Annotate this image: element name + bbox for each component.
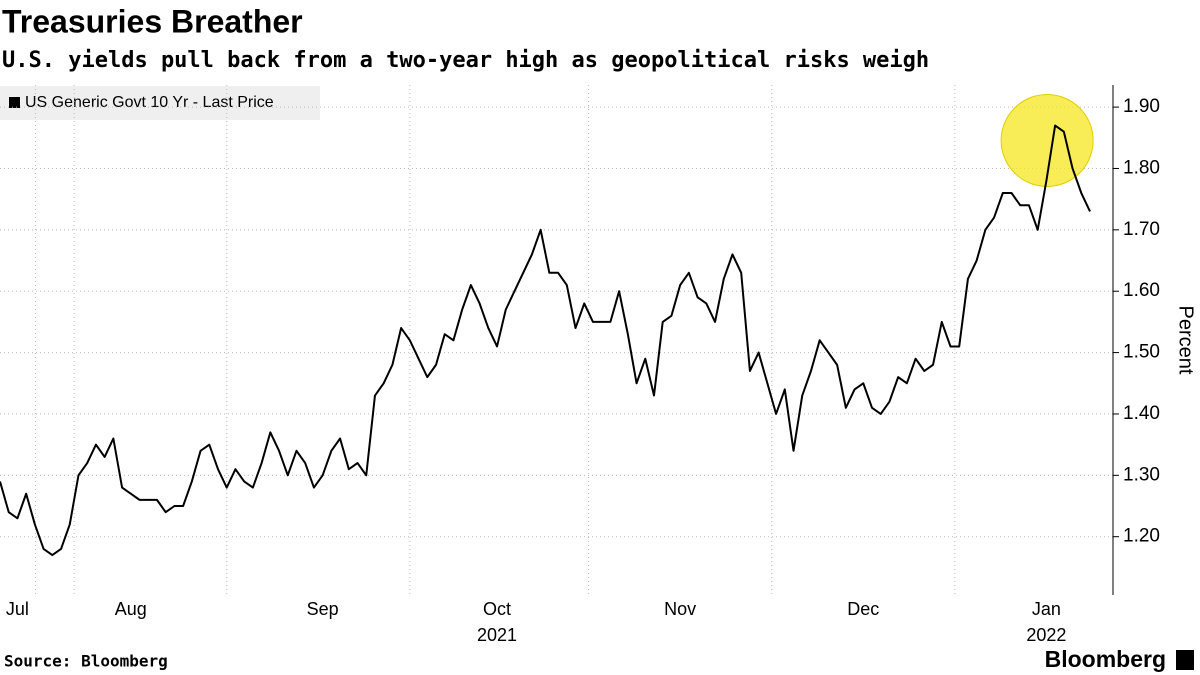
y-axis-label: Percent — [1175, 306, 1197, 375]
brand: Bloomberg — [1045, 646, 1166, 672]
legend-swatch — [9, 97, 20, 108]
y-tick-label: 1.40 — [1123, 403, 1160, 424]
x-tick-label: Nov — [664, 599, 696, 619]
x-tick-label: Jul — [6, 599, 29, 619]
y-tick-label: 1.60 — [1123, 280, 1160, 301]
chart-subtitle: U.S. yields pull back from a two-year hi… — [2, 48, 929, 73]
source: Source: Bloomberg — [4, 652, 168, 671]
legend-label: US Generic Govt 10 Yr - Last Price — [25, 94, 274, 111]
y-tick-label: 1.80 — [1123, 157, 1160, 178]
brand-icon — [1176, 650, 1194, 670]
x-tick-label: Oct — [483, 599, 511, 619]
x-tick-label: Aug — [115, 599, 147, 619]
legend-box — [0, 86, 320, 120]
chart-title: Treasuries Breather — [2, 3, 303, 39]
y-tick-label: 1.90 — [1123, 96, 1160, 117]
y-tick-label: 1.20 — [1123, 526, 1160, 547]
y-tick-label: 1.70 — [1123, 219, 1160, 240]
x-tick-label: Dec — [847, 599, 879, 619]
y-tick-label: 1.50 — [1123, 342, 1160, 363]
highlight-circle — [1000, 94, 1094, 188]
x-year-label: 2021 — [477, 625, 517, 645]
x-tick-label: Jan — [1032, 599, 1061, 619]
y-tick-label: 1.30 — [1123, 464, 1160, 485]
line-series — [0, 124, 1091, 557]
x-year-label: 2022 — [1026, 625, 1066, 645]
x-tick-label: Sep — [307, 599, 339, 619]
